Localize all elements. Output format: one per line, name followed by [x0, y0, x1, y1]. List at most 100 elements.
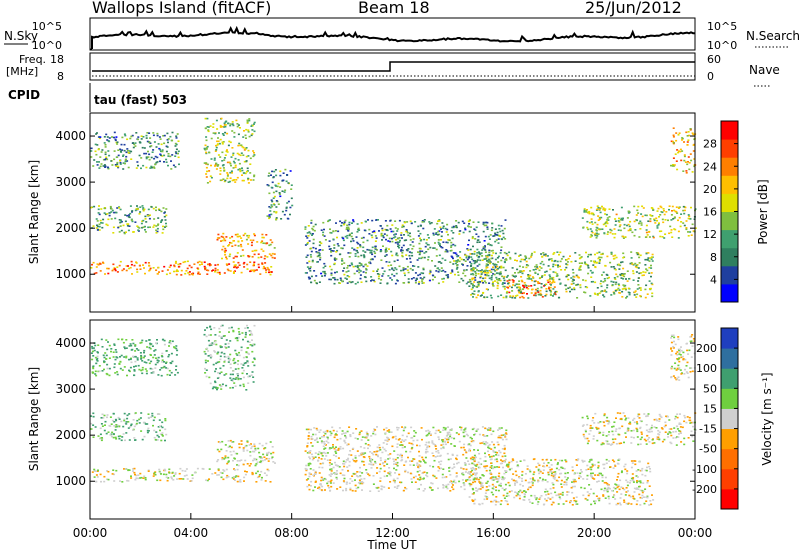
heatmap-cell: [114, 429, 117, 431]
heatmap-cell: [471, 456, 474, 458]
heatmap-cell: [470, 273, 473, 276]
heatmap-cell: [686, 141, 689, 143]
heatmap-cell: [124, 214, 127, 216]
heatmap-cell: [554, 293, 557, 296]
heatmap-cell: [266, 256, 269, 258]
heatmap-cell: [672, 136, 675, 138]
heatmap-cell: [115, 425, 118, 428]
heatmap-cell: [345, 483, 348, 485]
heatmap-cell: [219, 346, 222, 349]
heatmap-cell: [158, 413, 161, 415]
heatmap-cell: [447, 274, 449, 276]
heatmap-cell: [489, 261, 492, 263]
heatmap-cell: [222, 365, 225, 367]
heatmap-cell: [101, 346, 104, 348]
heatmap-cell: [145, 166, 148, 169]
heatmap-cell: [115, 136, 118, 138]
heatmap-cell: [260, 479, 263, 481]
heatmap-cell: [273, 170, 276, 173]
heatmap-cell: [613, 293, 616, 295]
heatmap-cell: [471, 283, 474, 285]
heatmap-cell: [144, 261, 147, 264]
heatmap-cell: [346, 237, 349, 239]
heatmap-cell: [474, 456, 477, 459]
heatmap-cell: [528, 278, 531, 280]
heatmap-cell: [227, 476, 230, 478]
heatmap-cell: [405, 254, 408, 256]
heatmap-cell: [605, 462, 608, 465]
heatmap-cell: [329, 489, 332, 492]
heatmap-cell: [366, 239, 369, 242]
heatmap-cell: [672, 157, 675, 159]
heatmap-cell: [138, 368, 141, 371]
heatmap-cell: [377, 486, 380, 489]
heatmap-cell: [470, 226, 472, 228]
heatmap-cell: [366, 433, 369, 436]
heatmap-cell: [231, 380, 234, 382]
heatmap-cell: [92, 261, 95, 264]
heatmap-cell: [334, 259, 337, 261]
heatmap-cell: [399, 444, 402, 446]
heatmap-cell: [499, 279, 502, 282]
heatmap-cell: [222, 469, 225, 471]
heatmap-cell: [156, 434, 159, 437]
heatmap-cell: [578, 262, 581, 264]
heatmap-cell: [357, 268, 360, 270]
heatmap-cell: [103, 480, 106, 483]
heatmap-cell: [266, 452, 269, 455]
heatmap-cell: [253, 154, 256, 156]
heatmap-cell: [358, 433, 361, 436]
heatmap-cell: [502, 466, 504, 469]
heatmap-cell: [414, 481, 417, 483]
heatmap-cell: [206, 117, 209, 120]
heatmap-cell: [218, 142, 221, 145]
heatmap-cell: [604, 208, 607, 210]
heatmap-cell: [514, 252, 517, 255]
heatmap-cell: [603, 295, 606, 298]
heatmap-cell: [230, 446, 233, 449]
heatmap-cell: [527, 274, 530, 276]
heatmap-cell: [566, 491, 569, 493]
heatmap-cell: [388, 261, 391, 263]
heatmap-cell: [311, 445, 314, 447]
heatmap-cell: [318, 472, 321, 474]
heatmap-cell: [567, 287, 570, 289]
heatmap-cell: [114, 268, 117, 270]
heatmap-cell: [421, 456, 424, 459]
heatmap-cell: [565, 266, 568, 269]
heatmap-cell: [123, 232, 126, 235]
heatmap-cell: [686, 144, 689, 146]
heatmap-cell: [402, 267, 405, 269]
heatmap-cell: [367, 444, 370, 446]
heatmap-cell: [398, 246, 400, 249]
heatmap-cell: [561, 494, 564, 496]
heatmap-cell: [142, 226, 145, 228]
heatmap-cell: [124, 347, 126, 350]
heatmap-cell: [409, 460, 411, 462]
heatmap-cell: [334, 461, 336, 464]
heatmap-cell: [644, 296, 647, 299]
heatmap-cell: [230, 164, 232, 167]
heatmap-cell: [492, 268, 495, 271]
heatmap-cell: [220, 325, 223, 327]
heatmap-cell: [352, 432, 355, 434]
heatmap-cell: [110, 423, 113, 425]
heatmap-cell: [391, 279, 393, 281]
heatmap-cell: [399, 481, 401, 484]
heatmap-cell: [203, 162, 206, 164]
heatmap-cell: [412, 265, 414, 267]
heatmap-cell: [397, 427, 400, 429]
heatmap-cell: [393, 463, 395, 465]
heatmap-cell: [205, 148, 208, 150]
freq-panel: Freq. [MHz] 18 8 60 0 Nave: [6, 52, 780, 87]
heatmap-cell: [358, 264, 361, 267]
heatmap-cell: [314, 247, 317, 250]
heatmap-cell: [274, 169, 277, 171]
heatmap-cell: [458, 440, 461, 443]
heatmap-cell: [519, 260, 522, 263]
heatmap-cell: [347, 469, 349, 472]
heatmap-cell: [156, 227, 159, 230]
heatmap-cell: [227, 460, 230, 462]
heatmap-cell: [335, 434, 338, 436]
heatmap-cell: [648, 230, 651, 233]
